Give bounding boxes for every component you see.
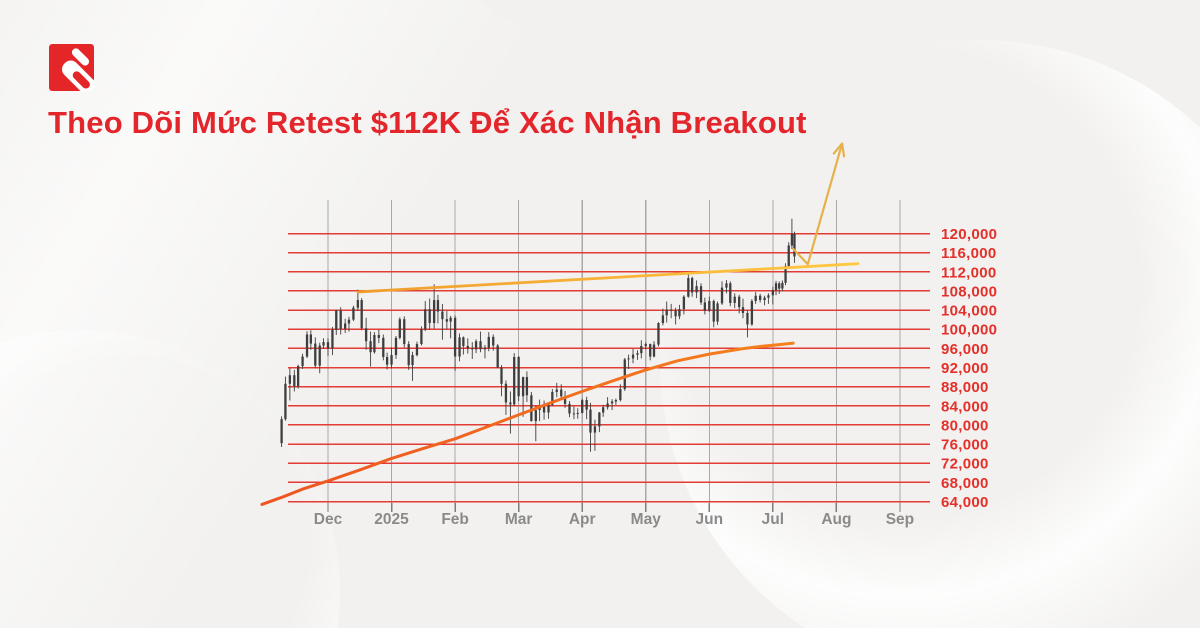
price-label: 100,000 [941, 322, 997, 339]
page-title: Theo Dõi Mức Retest $112K Để Xác Nhận Br… [48, 105, 807, 140]
month-label: Sep [886, 511, 914, 528]
month-label: May [631, 511, 662, 528]
price-label: 108,000 [941, 283, 997, 300]
horizontal-gridlines [288, 232, 930, 503]
price-label: 120,000 [941, 226, 997, 243]
breakout-arrowhead-icon [832, 142, 846, 158]
month-label: Dec [314, 511, 343, 528]
price-label: 88,000 [941, 379, 989, 396]
candlesticks [280, 218, 796, 452]
month-label: Jun [696, 511, 724, 528]
background-swoosh-right [660, 40, 1200, 628]
price-label: 76,000 [941, 437, 989, 454]
price-label: 72,000 [941, 456, 989, 473]
price-label: 116,000 [941, 245, 997, 262]
price-label: 64,000 [941, 494, 989, 511]
brand-logo [49, 44, 94, 91]
price-label: 68,000 [941, 475, 989, 492]
month-label: Apr [569, 511, 596, 528]
month-label: Jul [762, 511, 784, 528]
month-label: Feb [441, 511, 469, 528]
price-label: 84,000 [941, 398, 989, 415]
price-label: 96,000 [941, 341, 989, 358]
resistance-trendline [356, 262, 860, 294]
x-axis-labels: Dec 2025 Feb Mar Apr May Jun Jul Aug Sep [314, 511, 914, 528]
vertical-gridlines [327, 200, 901, 512]
price-label: 104,000 [941, 303, 997, 320]
month-label: 2025 [374, 511, 409, 528]
breakout-arrow-shaft [792, 142, 844, 266]
month-label: Aug [821, 511, 851, 528]
y-axis-labels: 120,000 116,000 112,000 108,000 104,000 100,0… [941, 226, 997, 511]
month-label: Mar [505, 511, 533, 528]
price-label: 80,000 [941, 417, 989, 434]
price-label: 112,000 [941, 264, 997, 281]
price-label: 92,000 [941, 360, 989, 377]
moving-average-line [260, 341, 795, 506]
